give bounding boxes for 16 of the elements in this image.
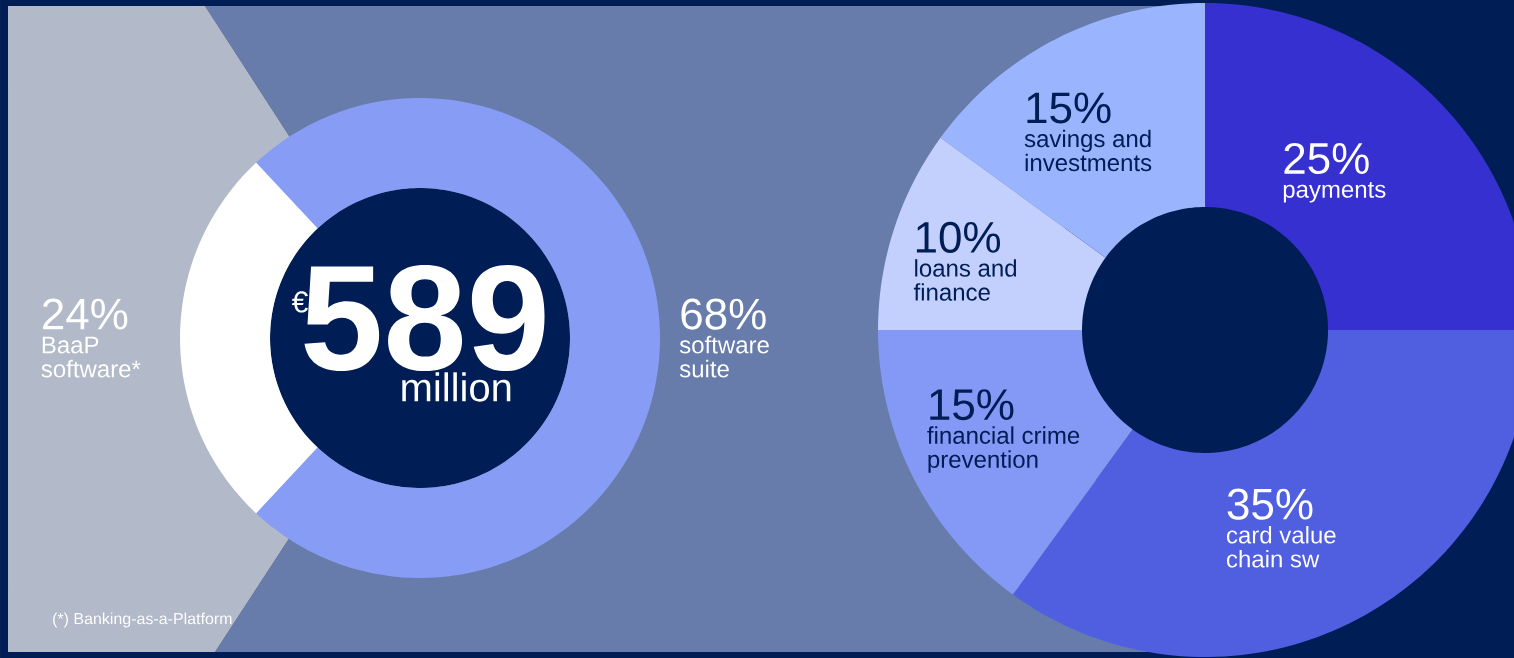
data-label: 35% — [1227, 488, 1313, 520]
data-label: 25% — [1284, 142, 1369, 175]
slice-label: card value chain sw — [1226, 525, 1336, 568]
slice-label: BaaP software* — [41, 336, 141, 378]
data-label: 15% — [1027, 92, 1111, 124]
slice-label: loans and finance — [913, 259, 1017, 301]
data-label: 24% — [43, 298, 128, 330]
slice-label: financial crime prevention — [927, 426, 1080, 473]
text: million — [402, 372, 511, 402]
slice-label: software suite — [679, 335, 769, 378]
data-label: 68% — [681, 298, 766, 330]
slice-label: savings and investments — [1024, 129, 1152, 172]
slice-label: payments — [1283, 182, 1386, 203]
data-label: 15% — [930, 389, 1014, 421]
text: (*) Banking-as-a-Platform — [53, 612, 232, 628]
data-label: 10% — [916, 221, 1001, 253]
